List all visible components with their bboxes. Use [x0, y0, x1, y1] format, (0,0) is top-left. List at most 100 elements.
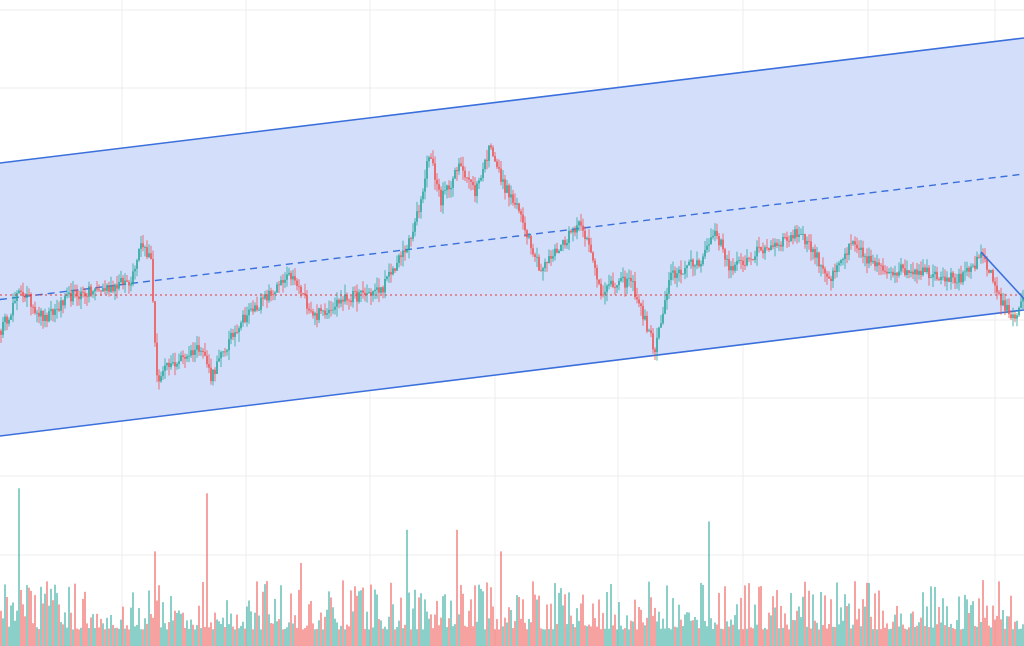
volume-bar [424, 599, 426, 646]
candle-body [642, 305, 644, 320]
candle-body [28, 293, 30, 295]
volume-bar [200, 628, 202, 646]
volume-bar [12, 602, 14, 646]
volume-bar [620, 625, 622, 646]
candle-body [978, 256, 980, 258]
volume-bar [936, 624, 938, 646]
volume-bar [8, 626, 10, 646]
candle-body [262, 297, 264, 299]
volume-bar [488, 618, 490, 646]
candle-body [124, 280, 126, 285]
candle-body [382, 287, 384, 293]
channel-fill [0, 38, 1024, 436]
volume-bar [384, 626, 386, 646]
volume-bar [30, 590, 32, 646]
candle-body [318, 308, 320, 320]
volume-bar [124, 628, 126, 646]
candle-body [820, 265, 822, 267]
candle-body [582, 225, 584, 231]
candle-body [290, 272, 292, 280]
candle-body [484, 159, 486, 170]
volume-bar [926, 606, 928, 646]
volume-bar [822, 625, 824, 646]
candle-body [436, 179, 438, 185]
candle-body [166, 362, 168, 366]
volume-bar [760, 586, 762, 646]
volume-bar [996, 615, 998, 646]
candle-body [552, 256, 554, 259]
candle-body [620, 278, 622, 281]
candle-body [844, 253, 846, 260]
candle-body [458, 163, 460, 172]
volume-bar [858, 608, 860, 646]
candle-body [776, 242, 778, 246]
candle-body [254, 305, 256, 312]
candle-body [846, 253, 848, 255]
candle-body [586, 238, 588, 240]
volume-bar [26, 585, 28, 646]
volume-bar [326, 609, 328, 646]
candle-body [840, 260, 842, 264]
volume-bar [928, 627, 930, 646]
candle-body [930, 277, 932, 279]
drawings[interactable] [0, 251, 1024, 302]
candle-body [216, 361, 218, 374]
candle-body [906, 270, 908, 276]
candles [0, 143, 1024, 390]
volume-bar [178, 610, 180, 646]
candle-body [650, 330, 652, 334]
volume-bar [508, 607, 510, 646]
candle-body [378, 287, 380, 293]
candle-body [750, 258, 752, 260]
parallel-channel[interactable] [0, 37, 1024, 437]
candle-body [530, 235, 532, 249]
candle-body [468, 177, 470, 180]
candle-body [456, 170, 458, 172]
volume-bar [820, 592, 822, 646]
volume-bar [496, 619, 498, 646]
volume-bar [250, 611, 252, 646]
candle-body [40, 310, 42, 317]
candle-body [264, 294, 266, 299]
candle-body [182, 355, 184, 357]
candle-body [30, 294, 32, 307]
volume-bar [144, 618, 146, 646]
candle-body [556, 248, 558, 253]
volume-bar [626, 615, 628, 646]
candle-body [558, 250, 560, 253]
volume-bar [652, 615, 654, 646]
volume-bar [590, 626, 592, 646]
volume-bar [1020, 628, 1022, 646]
volume-bar [804, 581, 806, 646]
volume-bar [770, 615, 772, 646]
candle-body [782, 237, 784, 247]
volume-bar [774, 607, 776, 646]
volume-bar [780, 605, 782, 646]
candle-body [786, 237, 788, 241]
volume-bar [82, 598, 84, 646]
volume-bar [522, 599, 524, 646]
candle-body [520, 211, 522, 215]
candle-body [466, 177, 468, 179]
candle-body [866, 256, 868, 264]
candle-body [788, 240, 790, 242]
volume-bar [100, 618, 102, 646]
candle-body [110, 286, 112, 292]
volume-bar [2, 618, 4, 646]
candle-body [324, 310, 326, 315]
volume-bar [686, 612, 688, 646]
candle-body [884, 270, 886, 272]
volume-bar [4, 584, 6, 646]
volume-bar [516, 595, 518, 646]
candle-body [212, 369, 214, 382]
volume-bar [540, 628, 542, 646]
volume-bar [256, 581, 258, 646]
candle-body [340, 299, 342, 304]
volume-bar [274, 598, 276, 646]
candle-body [934, 271, 936, 275]
volume-bar [322, 629, 324, 646]
volume-bar [56, 593, 58, 646]
volume-bar [370, 584, 372, 646]
candle-body [268, 290, 270, 301]
